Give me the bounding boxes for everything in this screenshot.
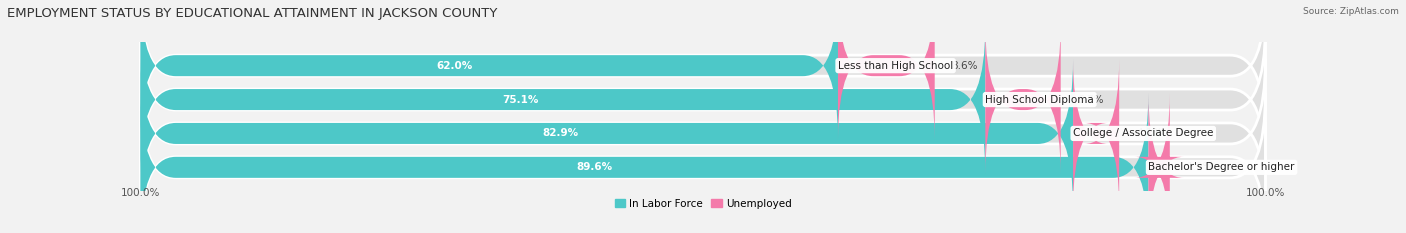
Text: 8.6%: 8.6% xyxy=(952,61,979,71)
Text: 75.1%: 75.1% xyxy=(502,95,538,105)
FancyBboxPatch shape xyxy=(1073,59,1119,208)
FancyBboxPatch shape xyxy=(838,0,935,140)
FancyBboxPatch shape xyxy=(141,25,986,174)
Text: Less than High School: Less than High School xyxy=(838,61,953,71)
FancyBboxPatch shape xyxy=(141,0,838,140)
Legend: In Labor Force, Unemployed: In Labor Force, Unemployed xyxy=(610,194,796,213)
Text: 4.1%: 4.1% xyxy=(1136,128,1163,138)
Text: 1.9%: 1.9% xyxy=(1187,162,1213,172)
Text: High School Diploma: High School Diploma xyxy=(986,95,1094,105)
Text: 100.0%: 100.0% xyxy=(1246,188,1285,198)
Text: 62.0%: 62.0% xyxy=(436,61,472,71)
FancyBboxPatch shape xyxy=(986,25,1060,174)
FancyBboxPatch shape xyxy=(141,59,1073,208)
FancyBboxPatch shape xyxy=(1135,93,1184,233)
Text: EMPLOYMENT STATUS BY EDUCATIONAL ATTAINMENT IN JACKSON COUNTY: EMPLOYMENT STATUS BY EDUCATIONAL ATTAINM… xyxy=(7,7,498,20)
Text: 100.0%: 100.0% xyxy=(121,188,160,198)
Text: Bachelor's Degree or higher: Bachelor's Degree or higher xyxy=(1149,162,1295,172)
FancyBboxPatch shape xyxy=(141,93,1149,233)
FancyBboxPatch shape xyxy=(141,59,1265,208)
Text: 82.9%: 82.9% xyxy=(543,128,578,138)
Text: Source: ZipAtlas.com: Source: ZipAtlas.com xyxy=(1303,7,1399,16)
Text: College / Associate Degree: College / Associate Degree xyxy=(1073,128,1213,138)
Text: 6.7%: 6.7% xyxy=(1077,95,1104,105)
Text: 89.6%: 89.6% xyxy=(576,162,612,172)
FancyBboxPatch shape xyxy=(141,0,1265,140)
FancyBboxPatch shape xyxy=(141,93,1265,233)
FancyBboxPatch shape xyxy=(141,25,1265,174)
